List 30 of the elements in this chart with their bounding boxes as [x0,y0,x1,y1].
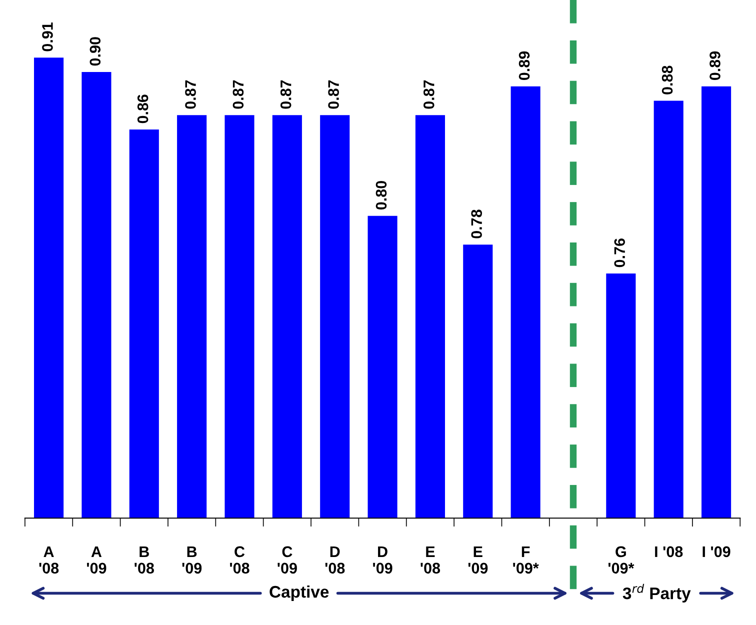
data-label: 0.86 [137,94,148,124]
data-label: 0.90 [90,37,101,66]
x-tick-label: I '09 [702,546,730,558]
data-label: 0.91 [42,22,53,52]
text: Captive [270,585,329,602]
x-tick-label: A '09 [86,546,106,574]
data-label: 0.88 [662,66,673,94]
x-tick-label: E '08 [420,546,440,574]
x-tick-label: E '09 [468,546,488,574]
data-label: 0.78 [471,210,482,238]
x-tick-label: F '09* [513,546,539,574]
data-label: 0.87 [328,80,339,109]
data-label: 0.87 [185,80,196,109]
x-tick-label: C '08 [230,546,250,574]
x-tick-label: B '09 [182,546,202,574]
x-tick-label: C '09 [278,546,297,574]
data-label: 0.80 [376,181,387,210]
data-label: 0.87 [232,80,244,109]
x-tick-label: B '08 [134,546,154,574]
data-label: 0.76 [614,238,626,268]
x-tick-label: G '09* [608,546,634,574]
x-tick-label: A '08 [39,546,59,574]
text: 3$^{rd}$ Party [622,584,691,603]
data-label: 0.87 [423,80,434,109]
x-tick-label: D '09 [373,546,392,574]
data-label: 0.89 [710,51,720,80]
data-label: 0.89 [518,51,530,80]
x-tick-label: I '08 [655,546,683,558]
x-tick-label: D '08 [325,546,345,574]
data-label: 0.87 [280,80,292,109]
